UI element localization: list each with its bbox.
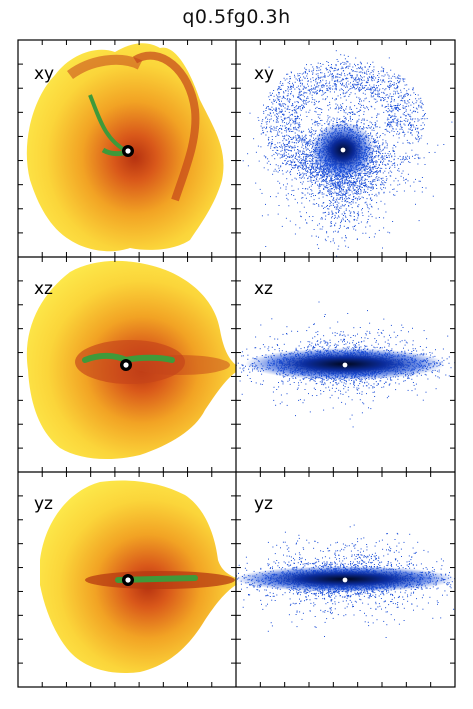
stars-panel-yz [236,524,455,638]
axis-ticks [18,40,455,687]
stars-panel-xz [236,301,455,428]
panel-label: xy [254,64,274,84]
figure-title: q0.5fg0.3h [182,6,291,28]
gas-panel-xy [26,43,224,252]
stars-panel-xy [242,50,453,257]
panel-label: yz [34,494,53,514]
panel-label: xz [34,279,53,299]
panel-label: xy [34,64,54,84]
gas-panel-xz [26,261,236,460]
panel-label: yz [254,494,273,514]
nucleus-marker [342,362,348,368]
gas-panel-yz [40,480,236,674]
panel-label: xz [254,279,273,299]
nucleus-marker [340,147,346,153]
nucleus-marker [342,577,348,583]
dense-gas-arc [88,94,129,154]
